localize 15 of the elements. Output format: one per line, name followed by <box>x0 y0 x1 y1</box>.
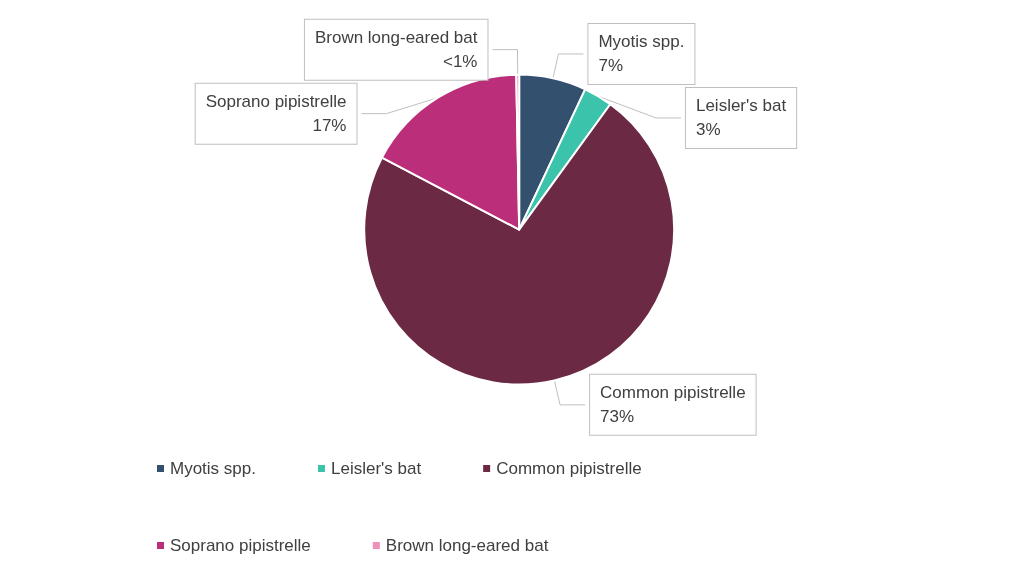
data-label: <1% <box>442 52 478 72</box>
legend-label: Brown long-eared bat <box>385 536 549 555</box>
legend-label: Myotis spp. <box>170 459 256 478</box>
data-label: 73% <box>600 407 635 427</box>
slice-label: Myotis spp. <box>598 32 685 52</box>
slice-label: Leisler's bat <box>695 96 787 116</box>
slice-label: Soprano pipistrelle <box>205 92 347 112</box>
legend-label: Common pipistrelle <box>496 459 642 478</box>
data-label: 7% <box>598 56 624 76</box>
legend-label: Soprano pipistrelle <box>170 536 311 555</box>
slice-label: Brown long-eared bat <box>314 28 478 48</box>
data-label: 17% <box>312 116 347 136</box>
data-label: 3% <box>695 120 721 140</box>
slice-label: Common pipistrelle <box>600 383 746 403</box>
legend-label: Leisler's bat <box>330 459 422 478</box>
